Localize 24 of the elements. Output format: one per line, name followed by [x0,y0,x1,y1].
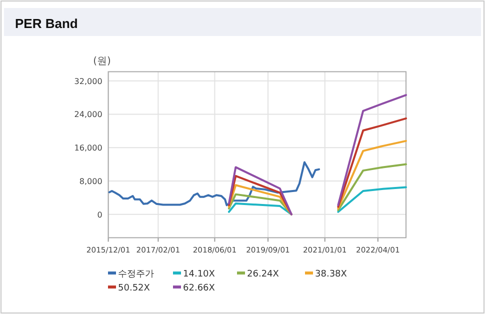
y-tick-label: 8,000 [79,176,102,186]
line-series [337,94,407,206]
y-tick-label: 16,000 [74,144,102,153]
legend-label: 62.66X [183,284,215,294]
y-tick-label: 24,000 [74,110,102,120]
legend-label: 38.38X [315,270,347,280]
legend-label: 26.24X [247,270,279,280]
legend-label: 50.52X [118,284,150,294]
line-series [228,202,292,216]
line-series [337,163,407,212]
legend-label: 수정주가 [118,270,154,280]
line-series [108,161,320,206]
y-axis-title: (원) [93,56,111,67]
y-tick-label: 0 [97,210,102,220]
line-series [228,193,292,216]
line-series [337,186,407,213]
legend-label: 14.10X [183,270,215,280]
chart-title: PER Band [15,16,78,31]
y-tick-label: 32,000 [74,76,102,86]
line-series [228,184,292,216]
line-series [337,117,407,208]
line-series [228,174,292,216]
line-series [228,166,292,216]
line-series [337,140,407,210]
